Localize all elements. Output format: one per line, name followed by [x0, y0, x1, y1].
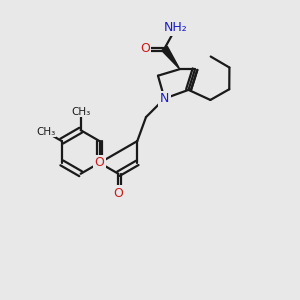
Text: N: N: [160, 92, 169, 105]
Text: CH₃: CH₃: [71, 107, 90, 117]
Text: CH₃: CH₃: [36, 127, 56, 137]
Text: O: O: [113, 187, 123, 200]
Text: NH₂: NH₂: [164, 21, 187, 34]
Polygon shape: [162, 46, 180, 69]
Text: O: O: [140, 42, 150, 55]
Text: O: O: [94, 156, 104, 170]
